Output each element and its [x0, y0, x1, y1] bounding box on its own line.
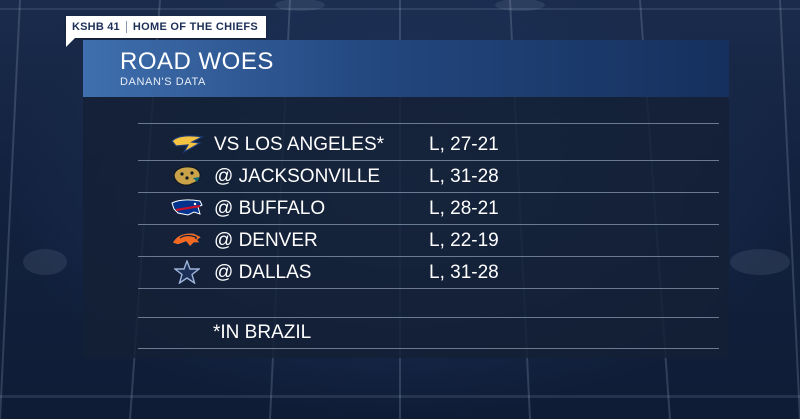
row-divider [138, 224, 719, 225]
game-row: VS LOS ANGELES* L, 27-21 [83, 129, 729, 160]
station-tagline: HOME OF THE CHIEFS [132, 21, 259, 33]
game-result: L, 28-21 [429, 198, 499, 219]
row-divider [138, 123, 719, 124]
opponent-label: VS LOS ANGELES* [214, 134, 385, 155]
jaguars-logo-icon [170, 163, 204, 189]
game-result: L, 31-28 [429, 166, 499, 187]
opponent-label: @ BUFFALO [214, 198, 326, 219]
row-divider [138, 317, 719, 318]
opponent-label: @ JACKSONVILLE [214, 166, 381, 187]
row-divider [138, 348, 719, 349]
row-divider [138, 288, 719, 289]
game-row: @ DALLAS L, 31-28 [83, 257, 729, 288]
row-divider [138, 160, 719, 161]
row-divider [138, 256, 719, 257]
footnote: *IN BRAZIL [213, 322, 312, 343]
cowboys-star-icon [170, 259, 204, 285]
opponent-label: @ DALLAS [214, 262, 312, 283]
game-row: @ DENVER L, 22-19 [83, 225, 729, 256]
chargers-logo-icon [170, 131, 204, 157]
game-row: @ BUFFALO L, 28-21 [83, 193, 729, 224]
bills-logo-icon [170, 195, 204, 221]
station-bug: KSHB 41 HOME OF THE CHIEFS [66, 16, 267, 38]
opponent-label: @ DENVER [214, 230, 318, 251]
road-woes-graphic: ROAD WOES DANAN'S DATA VS LOS ANGELES* L… [83, 40, 729, 358]
graphic-title: ROAD WOES [120, 48, 274, 75]
graphic-header: ROAD WOES DANAN'S DATA [83, 40, 729, 97]
game-result: L, 27-21 [429, 134, 499, 155]
graphic-subtitle: DANAN'S DATA [120, 76, 206, 88]
bug-notch [66, 38, 75, 47]
game-row: @ JACKSONVILLE L, 31-28 [83, 161, 729, 192]
game-result: L, 22-19 [429, 230, 499, 251]
row-divider [138, 192, 719, 193]
broncos-logo-icon [170, 227, 204, 253]
game-result: L, 31-28 [429, 262, 499, 283]
station-name: KSHB 41 [72, 21, 127, 33]
